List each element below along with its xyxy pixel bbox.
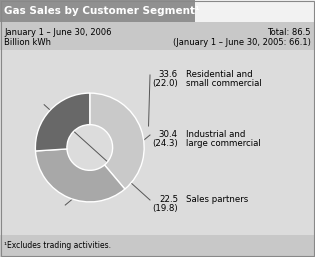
Text: (19.8): (19.8) [152,204,178,213]
Text: Gas Sales by Customer Segment¹: Gas Sales by Customer Segment¹ [4,6,199,16]
Wedge shape [35,93,90,151]
Text: Sales partners: Sales partners [186,195,248,204]
Bar [0,50,315,235]
Text: Residential and: Residential and [186,70,253,79]
Text: 22.5: 22.5 [159,195,178,204]
Text: (January 1 – June 30, 2005: 66.1): (January 1 – June 30, 2005: 66.1) [173,38,311,47]
Wedge shape [90,93,144,189]
Text: January 1 – June 30, 2006: January 1 – June 30, 2006 [4,28,112,37]
Text: Billion kWh: Billion kWh [4,38,51,47]
Text: ¹Excludes trading activities.: ¹Excludes trading activities. [4,242,111,251]
Bar [0,22,315,50]
Text: Total: 86.5: Total: 86.5 [267,28,311,37]
Text: (24.3): (24.3) [152,139,178,148]
Text: small commercial: small commercial [186,79,262,88]
Text: Industrial and: Industrial and [186,130,245,139]
Wedge shape [36,149,125,202]
Bar [195,0,315,22]
Text: (22.0): (22.0) [152,79,178,88]
Bar [0,235,315,257]
Text: large commercial: large commercial [186,139,261,148]
Text: 33.6: 33.6 [159,70,178,79]
Text: 30.4: 30.4 [159,130,178,139]
Bar [0,0,315,22]
